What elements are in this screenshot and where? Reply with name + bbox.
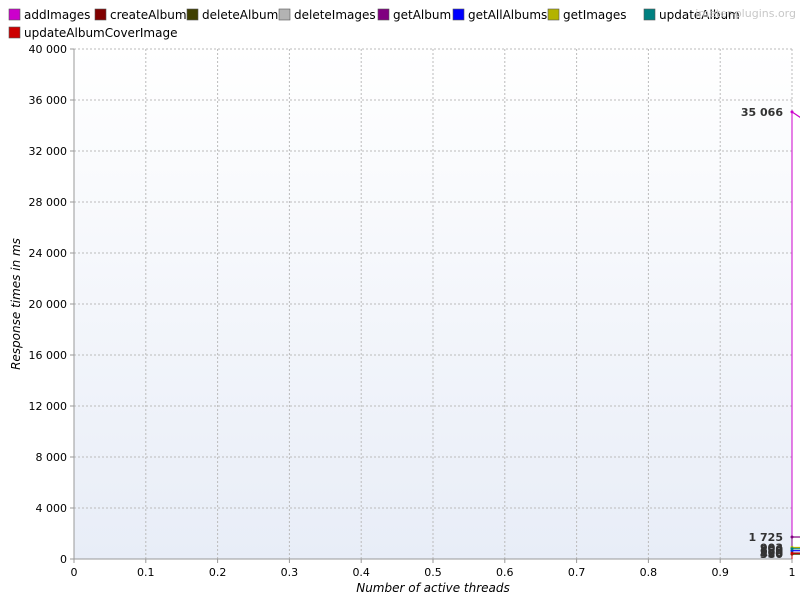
legend-item-getImages: getImages (547, 8, 627, 22)
axes (70, 48, 793, 563)
legend-swatch (452, 8, 465, 21)
data-label-getImages: 903 (760, 541, 783, 554)
legend-swatch (377, 8, 390, 21)
data-label-getAllAlbums: 650 (760, 545, 783, 558)
data-label-deleteAlbum: 380 (760, 548, 783, 561)
x-tick-label: 0.2 (209, 566, 227, 579)
legend-item-updateAlbumCoverImage: updateAlbumCoverImage (8, 26, 177, 40)
y-tick-label: 16 000 (29, 349, 68, 362)
legend-swatch (547, 8, 560, 21)
x-tick-label: 0.3 (281, 566, 299, 579)
x-tick-label: 0.8 (640, 566, 658, 579)
y-tick-label: 8 000 (36, 451, 68, 464)
x-tick-label: 0.4 (352, 566, 370, 579)
x-tick-label: 0.9 (711, 566, 729, 579)
series-point-updateAlbumCoverImage (790, 551, 794, 555)
data-label-createAlbum: 420 (760, 548, 783, 561)
data-label-deleteImages: 500 (760, 547, 783, 560)
y-tick-label: 12 000 (29, 400, 68, 413)
legend-item-deleteAlbum: deleteAlbum (186, 8, 278, 22)
legend-label: updateAlbumCoverImage (24, 26, 177, 40)
legend: addImages createAlbum deleteAlbum deleteIma… (8, 8, 740, 40)
legend-item-updateAlbum: updateAlbum (643, 8, 740, 22)
y-axis-title: Response times in ms (9, 238, 23, 370)
data-label-updateAlbum: 800 (760, 543, 783, 556)
legend-item-getAllAlbums: getAllAlbums (452, 8, 547, 22)
legend-label: addImages (24, 8, 90, 22)
x-tick-label: 0.5 (424, 566, 442, 579)
grid-lines (74, 48, 793, 559)
series-point-updateAlbum (790, 547, 794, 551)
legend-label: getAllAlbums (468, 8, 547, 22)
legend-item-createAlbum: createAlbum (94, 8, 187, 22)
legend-swatch (278, 8, 291, 21)
tick-labels: 0 4 000 8 000 12 000 16 000 20 000 24 000 28 00… (29, 43, 796, 579)
x-tick-label: 0 (71, 566, 78, 579)
legend-swatch (94, 8, 107, 21)
y-tick-label: 0 (60, 553, 67, 566)
legend-label: createAlbum (110, 8, 187, 22)
series-line-addImages (791, 111, 800, 118)
data-label-addImages: 35 066 (741, 106, 783, 119)
legend-swatch (8, 26, 21, 39)
legend-label: deleteImages (294, 8, 376, 22)
legend-item-addImages: addImages (8, 8, 90, 22)
legend-item-getAlbum: getAlbum (377, 8, 451, 22)
y-tick-label: 32 000 (29, 145, 68, 158)
y-tick-label: 4 000 (36, 502, 68, 515)
x-axis-title: Number of active threads (356, 581, 510, 595)
data-label-updateAlbumCoverImage: 450 (760, 547, 783, 560)
watermark-text: jmeter-plugins.org (694, 7, 796, 20)
x-tick-label: 0.7 (568, 566, 586, 579)
x-tick-label: 0.6 (496, 566, 514, 579)
x-tick-label: 1 (789, 566, 796, 579)
legend-label: updateAlbum (659, 8, 740, 22)
series-point-addImages (790, 110, 794, 114)
legend-label: getAlbum (393, 8, 451, 22)
y-tick-label: 40 000 (29, 43, 68, 56)
y-tick-label: 36 000 (29, 94, 68, 107)
series-point-getAlbum (790, 535, 794, 539)
legend-item-deleteImages: deleteImages (278, 8, 376, 22)
data-label-getAlbum: 1 725 (749, 531, 783, 544)
series-lines (790, 110, 800, 559)
legend-label: getImages (563, 8, 627, 22)
legend-swatch (8, 8, 21, 21)
x-tick-label: 0.1 (137, 566, 155, 579)
legend-label: deleteAlbum (202, 8, 278, 22)
y-tick-label: 20 000 (29, 298, 68, 311)
y-tick-label: 24 000 (29, 247, 68, 260)
legend-swatch (186, 8, 199, 21)
legend-swatch (643, 8, 656, 21)
y-tick-label: 28 000 (29, 196, 68, 209)
